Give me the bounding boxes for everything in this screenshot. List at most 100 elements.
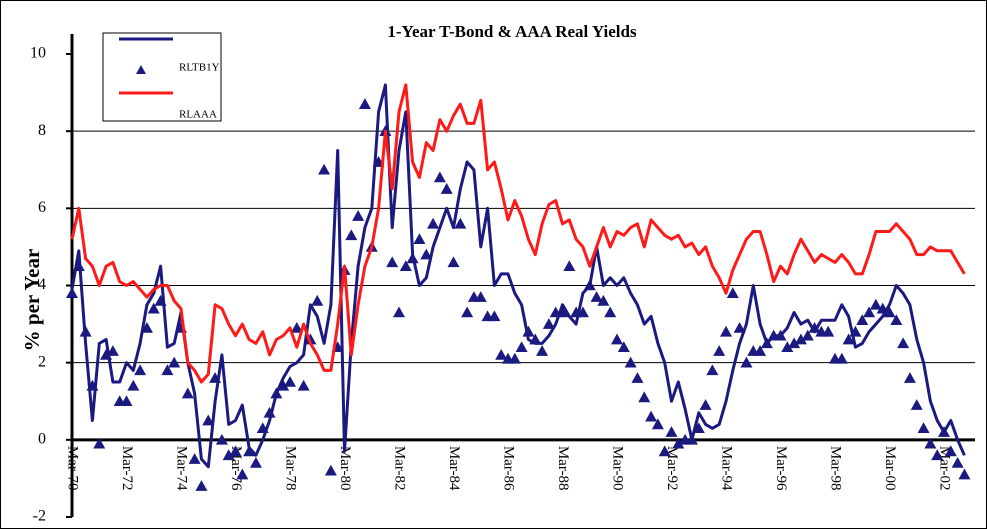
data-point bbox=[147, 302, 160, 314]
data-point bbox=[433, 171, 446, 183]
data-point bbox=[617, 341, 630, 353]
x-tick-label: Mar-90 bbox=[610, 446, 626, 491]
data-point bbox=[869, 298, 882, 310]
data-point bbox=[740, 356, 753, 368]
data-point bbox=[66, 287, 78, 299]
data-point bbox=[106, 345, 119, 356]
data-point bbox=[706, 364, 719, 376]
data-point bbox=[672, 437, 685, 449]
data-point bbox=[168, 356, 181, 368]
data-point bbox=[733, 321, 746, 333]
data-point bbox=[249, 456, 262, 468]
data-point bbox=[842, 333, 855, 345]
data-point bbox=[774, 329, 787, 341]
x-tick-label: Mar-74 bbox=[174, 446, 190, 491]
data-point bbox=[413, 233, 426, 244]
data-point bbox=[447, 256, 460, 268]
x-tick-label: Mar-84 bbox=[446, 446, 462, 491]
data-point bbox=[515, 341, 528, 353]
data-point bbox=[324, 464, 337, 476]
x-tick-label: Mar-00 bbox=[882, 446, 898, 491]
data-point bbox=[127, 379, 140, 391]
data-point bbox=[79, 325, 92, 337]
data-point bbox=[461, 306, 474, 318]
data-point bbox=[958, 468, 971, 480]
data-point bbox=[760, 337, 773, 349]
data-point bbox=[120, 395, 133, 407]
data-point bbox=[849, 325, 862, 337]
data-point bbox=[406, 252, 419, 264]
data-point bbox=[140, 321, 153, 333]
data-point bbox=[86, 379, 99, 391]
data-point bbox=[590, 291, 603, 302]
data-point bbox=[903, 372, 916, 383]
data-point bbox=[393, 306, 405, 318]
x-tick-label: Mar-94 bbox=[719, 446, 735, 491]
data-point bbox=[134, 364, 147, 376]
x-tick-label: Mar-82 bbox=[392, 446, 408, 491]
y-tick-label: 0 bbox=[38, 431, 46, 448]
data-point bbox=[788, 337, 801, 349]
data-point bbox=[256, 422, 269, 434]
data-point bbox=[209, 372, 222, 383]
data-point bbox=[692, 422, 705, 434]
legend-label: RLAAA bbox=[179, 109, 217, 121]
data-point bbox=[781, 341, 794, 353]
data-point bbox=[263, 406, 276, 418]
data-point bbox=[508, 352, 521, 364]
data-point bbox=[93, 437, 106, 449]
x-tick-label: Mar-72 bbox=[119, 446, 135, 491]
data-point bbox=[345, 229, 358, 241]
data-point bbox=[304, 333, 317, 345]
data-point bbox=[726, 287, 739, 299]
data-point bbox=[399, 260, 412, 272]
data-point bbox=[529, 333, 542, 345]
data-point bbox=[188, 453, 201, 464]
y-axis-label: % per Year bbox=[20, 249, 44, 352]
data-point bbox=[522, 325, 535, 337]
data-point bbox=[801, 329, 814, 341]
data-point bbox=[358, 98, 371, 109]
data-point bbox=[352, 210, 365, 221]
x-tick-label: Mar-80 bbox=[337, 446, 353, 491]
data-point bbox=[863, 306, 876, 318]
data-point bbox=[386, 256, 399, 268]
data-point bbox=[638, 391, 651, 403]
data-point bbox=[658, 445, 671, 457]
data-point bbox=[243, 445, 256, 457]
data-point bbox=[72, 260, 85, 272]
data-point bbox=[651, 418, 664, 430]
data-point bbox=[318, 163, 331, 175]
data-point bbox=[910, 399, 923, 410]
x-tick-label: Mar-88 bbox=[555, 446, 571, 491]
y-tick-label: 4 bbox=[38, 276, 46, 293]
data-point bbox=[822, 325, 835, 337]
y-tick-label: 6 bbox=[38, 199, 46, 216]
data-point bbox=[270, 387, 283, 399]
data-point bbox=[181, 387, 194, 399]
data-point bbox=[604, 306, 617, 318]
data-point bbox=[215, 433, 228, 445]
data-point bbox=[222, 449, 235, 461]
data-point bbox=[454, 217, 467, 229]
data-point bbox=[897, 337, 910, 349]
data-point bbox=[229, 445, 242, 457]
data-point bbox=[277, 379, 290, 391]
data-point bbox=[154, 294, 167, 306]
data-point bbox=[720, 325, 732, 337]
data-point bbox=[563, 260, 576, 272]
x-tick-label: Mar-92 bbox=[664, 446, 680, 491]
x-tick-label: Mar-98 bbox=[828, 446, 844, 491]
data-point bbox=[938, 426, 950, 437]
data-point bbox=[917, 422, 930, 434]
data-point bbox=[474, 291, 487, 302]
data-point bbox=[297, 379, 310, 391]
data-point bbox=[236, 468, 249, 480]
legend-marker bbox=[136, 65, 146, 74]
y-tick-label: 8 bbox=[38, 122, 46, 139]
data-point bbox=[794, 333, 807, 345]
data-point bbox=[876, 302, 889, 314]
data-point bbox=[611, 333, 623, 345]
data-point bbox=[161, 364, 174, 376]
